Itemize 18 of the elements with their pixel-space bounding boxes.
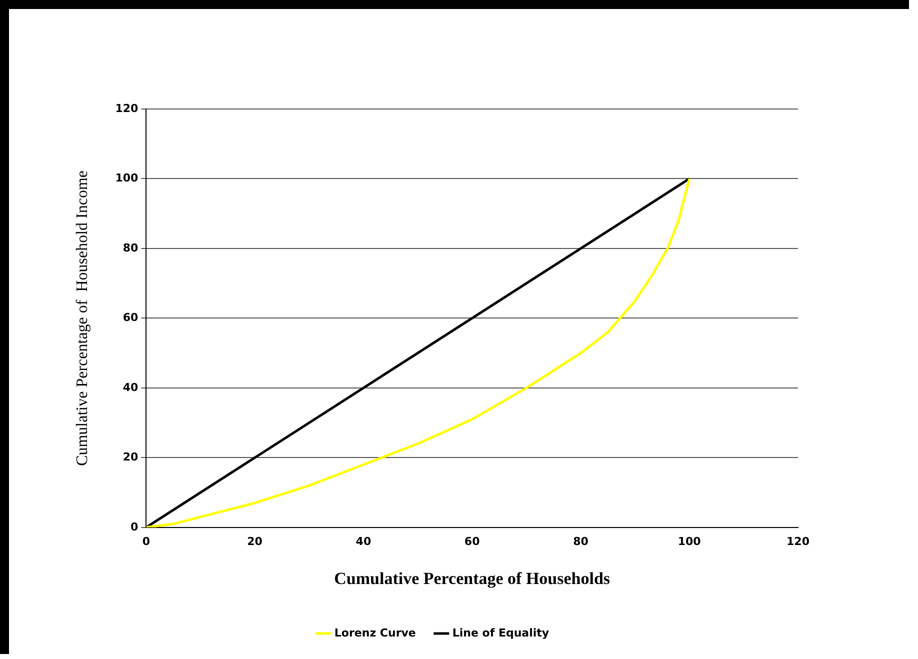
- y-tick-label: 0: [130, 520, 139, 534]
- y-tick-label: 80: [122, 241, 139, 254]
- y-tick-label: 20: [122, 450, 139, 464]
- legend-label: Lorenz Curve: [334, 626, 416, 640]
- y-tick-label: 40: [122, 380, 139, 394]
- x-axis-title: Cumulative Percentage of Households: [334, 569, 610, 588]
- x-tick-label: 0: [142, 534, 150, 548]
- legend-label: Line of Equality: [452, 626, 550, 640]
- x-tick-label: 20: [247, 534, 263, 548]
- x-tick-label: 40: [356, 534, 372, 548]
- y-tick-label: 60: [122, 311, 139, 324]
- y-axis-title: Cumulative Percentage of Household Income: [74, 170, 91, 466]
- y-tick-label: 100: [115, 172, 138, 185]
- x-tick-label: 100: [678, 534, 702, 548]
- x-tick-label: 120: [786, 534, 810, 548]
- x-tick-label: 80: [573, 534, 589, 548]
- x-tick-label: 60: [464, 534, 480, 548]
- y-tick-label: 120: [115, 102, 138, 115]
